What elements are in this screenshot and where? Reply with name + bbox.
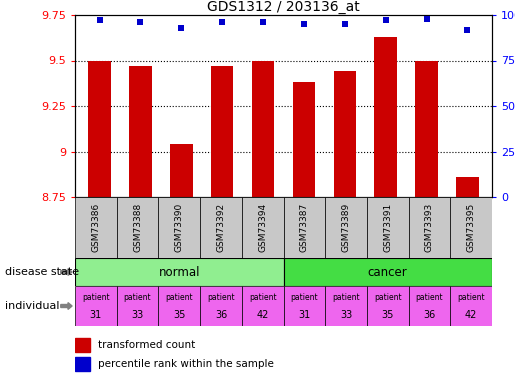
Bar [252, 60, 274, 197]
Text: patient: patient [249, 293, 277, 302]
Text: individual: individual [5, 301, 60, 311]
Bar [325, 286, 367, 326]
Text: GSM73386: GSM73386 [91, 203, 100, 252]
Bar [367, 286, 408, 326]
Bar [117, 197, 159, 258]
Text: patient: patient [332, 293, 360, 302]
Text: GSM73395: GSM73395 [467, 203, 476, 252]
Bar [75, 338, 90, 352]
Bar [367, 197, 408, 258]
Bar [75, 357, 90, 371]
Bar [75, 197, 117, 258]
Text: GSM73388: GSM73388 [133, 203, 142, 252]
Text: 42: 42 [256, 310, 269, 320]
Text: GSM73394: GSM73394 [258, 203, 267, 252]
Text: patient: patient [457, 293, 485, 302]
Bar [283, 286, 325, 326]
Text: 31: 31 [298, 310, 311, 320]
Text: GSM73391: GSM73391 [383, 203, 392, 252]
Text: GSM73387: GSM73387 [300, 203, 309, 252]
Bar [408, 197, 450, 258]
Bar [450, 286, 492, 326]
Bar [129, 66, 151, 197]
Text: patient: patient [82, 293, 110, 302]
Bar [242, 286, 283, 326]
Point [382, 18, 390, 24]
Title: GDS1312 / 203136_at: GDS1312 / 203136_at [207, 0, 360, 14]
Text: disease state: disease state [5, 267, 79, 277]
Point [136, 19, 145, 25]
Bar [325, 197, 367, 258]
Text: patient: patient [165, 293, 193, 302]
Point [259, 19, 267, 25]
Text: 36: 36 [215, 310, 227, 320]
Point [218, 19, 226, 25]
Text: patient: patient [290, 293, 318, 302]
Bar [374, 37, 397, 197]
Text: 35: 35 [382, 310, 394, 320]
Text: 36: 36 [423, 310, 436, 320]
Bar [293, 82, 315, 197]
Bar [415, 60, 438, 197]
Bar [200, 286, 242, 326]
Text: GSM73392: GSM73392 [216, 203, 226, 252]
Bar [200, 197, 242, 258]
Point [300, 21, 308, 27]
Bar [408, 286, 450, 326]
Bar [159, 197, 200, 258]
Text: patient: patient [124, 293, 151, 302]
Text: 33: 33 [131, 310, 144, 320]
Bar [211, 66, 233, 197]
Text: GSM73390: GSM73390 [175, 203, 184, 252]
Text: 42: 42 [465, 310, 477, 320]
Text: patient: patient [207, 293, 235, 302]
Text: 31: 31 [90, 310, 102, 320]
Bar [283, 258, 492, 286]
Point [177, 25, 185, 31]
Bar [75, 286, 117, 326]
Text: 33: 33 [340, 310, 352, 320]
Point [422, 16, 431, 22]
Bar [117, 286, 159, 326]
Text: 35: 35 [173, 310, 185, 320]
Text: GSM73389: GSM73389 [341, 203, 351, 252]
Bar [170, 144, 193, 197]
Bar [159, 286, 200, 326]
Text: cancer: cancer [368, 266, 408, 279]
Text: patient: patient [416, 293, 443, 302]
Bar [456, 177, 479, 197]
Text: patient: patient [374, 293, 402, 302]
Bar [75, 258, 283, 286]
Bar [242, 197, 283, 258]
Bar [283, 197, 325, 258]
Bar [334, 71, 356, 197]
Text: GSM73393: GSM73393 [425, 203, 434, 252]
Point [464, 27, 472, 33]
Point [341, 21, 349, 27]
Point [95, 18, 104, 24]
Text: percentile rank within the sample: percentile rank within the sample [98, 359, 274, 369]
Bar [450, 197, 492, 258]
Text: normal: normal [159, 266, 200, 279]
Bar [88, 60, 111, 197]
Text: transformed count: transformed count [98, 340, 195, 350]
